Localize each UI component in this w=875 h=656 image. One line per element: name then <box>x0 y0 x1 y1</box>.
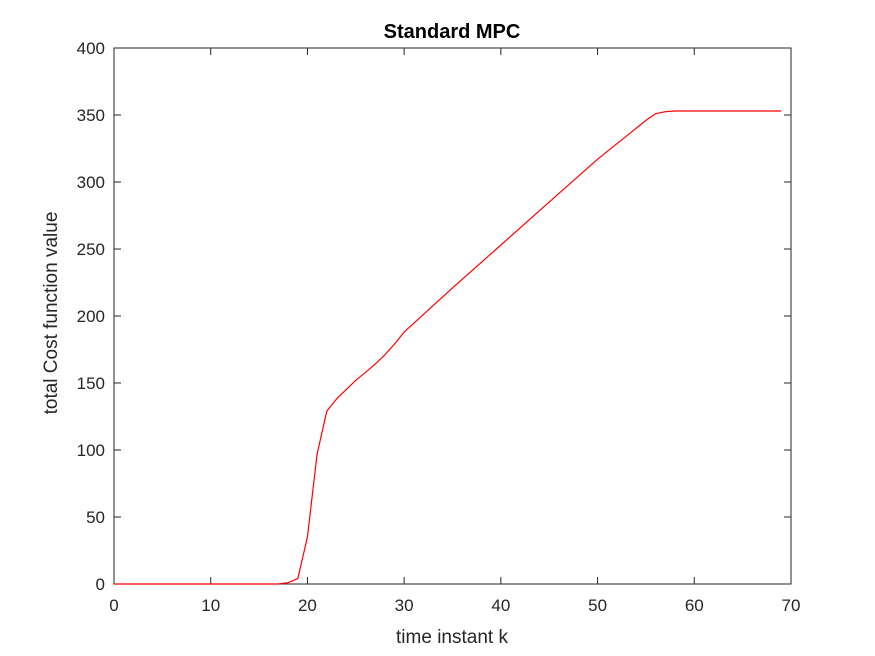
x-tick-label: 20 <box>298 596 317 615</box>
y-tick-label: 200 <box>77 307 105 326</box>
y-axis-label: total Cost function value <box>41 212 62 415</box>
plot-area: 0 10 20 30 40 50 60 70 0 50 100 150 200 250 300 350 400 <box>77 39 801 615</box>
x-tick-label: 50 <box>588 596 607 615</box>
chart-title: Standard MPC <box>384 21 521 43</box>
series-line-0 <box>114 110 782 585</box>
y-tick-label: 350 <box>77 106 105 125</box>
y-tick-label: 0 <box>96 575 105 594</box>
x-tick-label: 0 <box>109 596 118 615</box>
x-tick-label: 30 <box>395 596 414 615</box>
y-tick-label: 150 <box>77 374 105 393</box>
x-tick-label: 70 <box>782 596 801 615</box>
x-tick-label: 60 <box>685 596 704 615</box>
y-tick-label: 100 <box>77 441 105 460</box>
x-tick-label: 10 <box>201 596 220 615</box>
y-tick-label: 50 <box>86 508 105 527</box>
y-tick-label: 300 <box>77 173 105 192</box>
x-axis-label: time instant k <box>396 627 508 648</box>
axes-box <box>113 47 792 585</box>
y-tick-label: 400 <box>77 39 105 58</box>
y-tick-label: 250 <box>77 240 105 259</box>
x-tick-label: 40 <box>491 596 510 615</box>
